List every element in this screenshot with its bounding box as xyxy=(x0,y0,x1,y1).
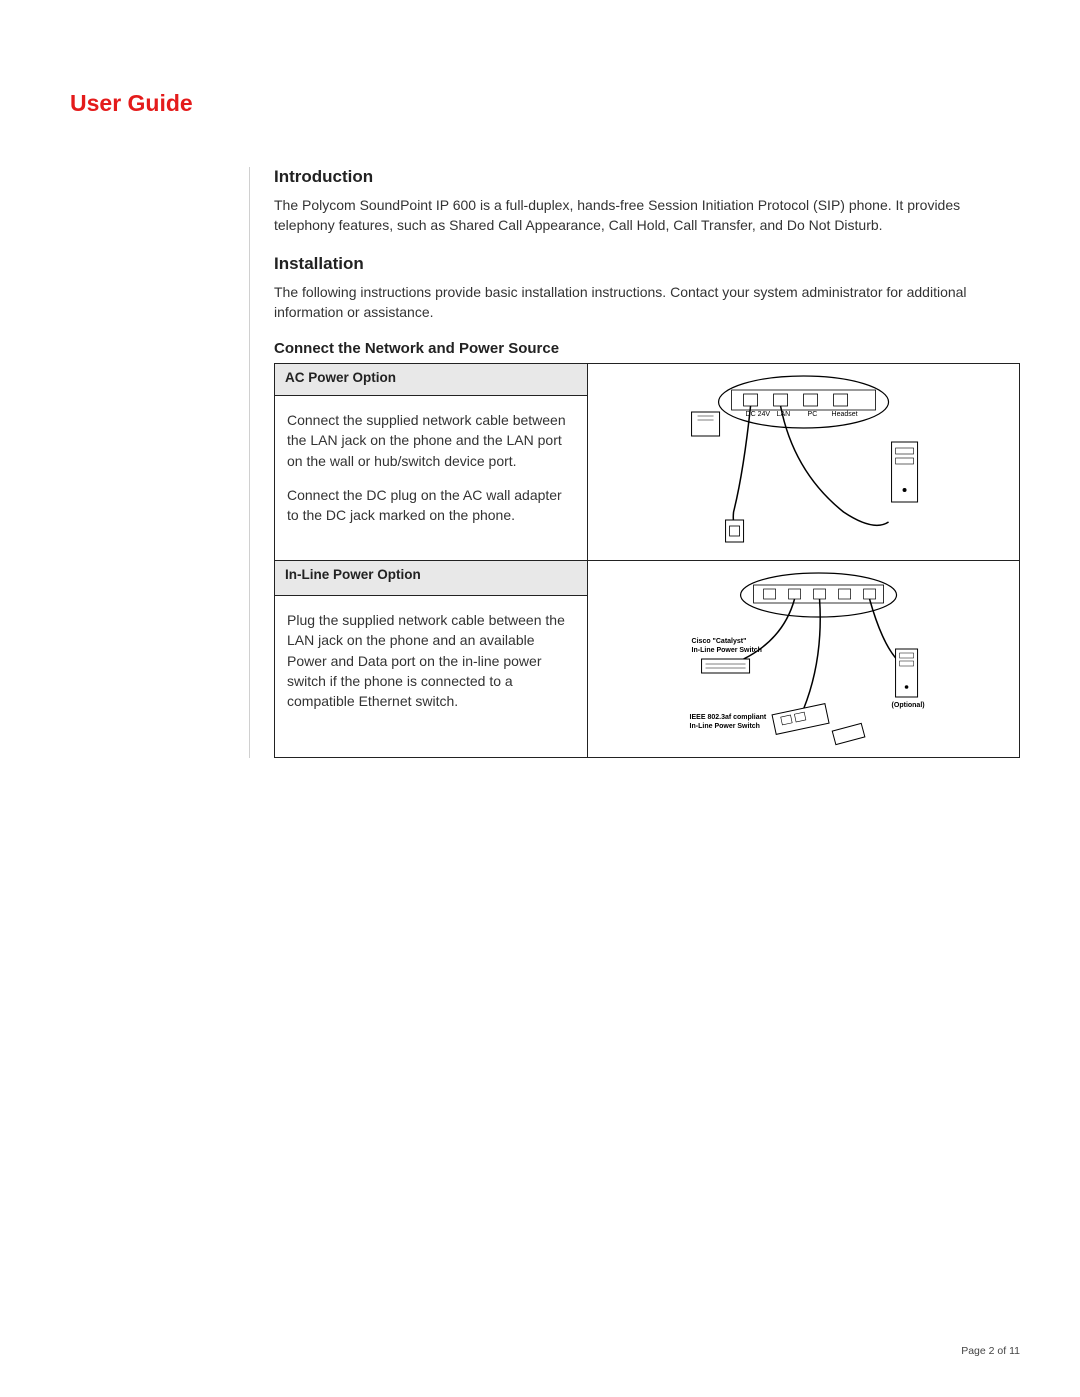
inline-power-para-1: Plug the supplied network cable between … xyxy=(287,610,575,711)
body-introduction: The Polycom SoundPoint IP 600 is a full-… xyxy=(274,195,1020,236)
body-installation: The following instructions provide basic… xyxy=(274,282,1020,323)
ac-power-diagram-cell: DC 24V LAN PC Headset xyxy=(587,364,1019,561)
main-content: Introduction The Polycom SoundPoint IP 6… xyxy=(250,167,1030,758)
ac-power-diagram-icon: DC 24V LAN PC Headset xyxy=(596,372,1011,552)
inline-power-diagram-cell: Cisco "Catalyst" In-Line Power Switch IE… xyxy=(587,561,1019,758)
svg-text:In-Line Power Switch: In-Line Power Switch xyxy=(689,723,759,730)
page-footer: Page 2 of 11 xyxy=(961,1345,1020,1357)
table-header-row: AC Power Option DC 24V LAN xyxy=(275,364,1020,396)
svg-text:Headset: Headset xyxy=(831,411,857,418)
left-margin-column xyxy=(70,167,250,758)
inline-power-text-cell: Plug the supplied network cable between … xyxy=(275,595,588,757)
svg-text:In-Line Power Switch: In-Line Power Switch xyxy=(691,647,761,654)
heading-connect: Connect the Network and Power Source xyxy=(274,340,1020,357)
ac-power-para-1: Connect the supplied network cable betwe… xyxy=(287,410,575,471)
content-row: Introduction The Polycom SoundPoint IP 6… xyxy=(70,167,1030,758)
page: User Guide Introduction The Polycom Soun… xyxy=(0,0,1080,1397)
table-header-row: In-Line Power Option xyxy=(275,561,1020,596)
ac-power-para-2: Connect the DC plug on the AC wall adapt… xyxy=(287,485,575,526)
document-title: User Guide xyxy=(70,90,1030,117)
heading-introduction: Introduction xyxy=(274,167,1020,187)
ac-power-text-cell: Connect the supplied network cable betwe… xyxy=(275,396,588,561)
svg-text:Cisco "Catalyst": Cisco "Catalyst" xyxy=(691,638,746,645)
inline-power-header: In-Line Power Option xyxy=(275,561,588,596)
ac-power-header: AC Power Option xyxy=(275,364,588,396)
heading-installation: Installation xyxy=(274,254,1020,274)
svg-text:PC: PC xyxy=(807,411,817,418)
power-options-table: AC Power Option DC 24V LAN xyxy=(274,363,1020,758)
inline-power-diagram-icon: Cisco "Catalyst" In-Line Power Switch IE… xyxy=(596,569,1011,749)
svg-text:(Optional): (Optional) xyxy=(891,702,924,709)
svg-text:IEEE 802.3af compliant: IEEE 802.3af compliant xyxy=(689,714,766,721)
